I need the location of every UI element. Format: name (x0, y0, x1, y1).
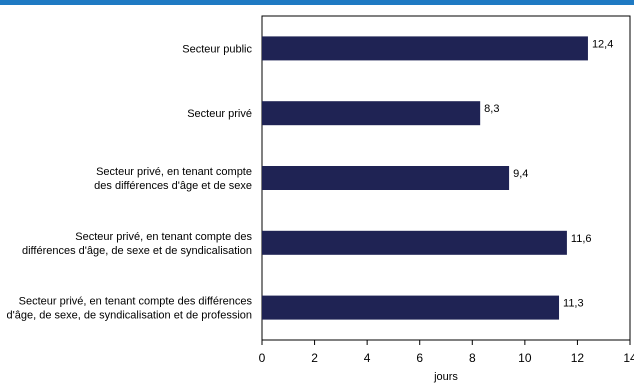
category-label-4-line-2: différences d'âge, de sexe et de syndica… (22, 245, 252, 257)
bar-5 (262, 295, 560, 320)
category-label-5-line-1: Secteur privé, en tenant compte des diff… (19, 296, 253, 308)
value-label-5: 11,3 (563, 298, 584, 310)
x-tick-label-3: 6 (416, 351, 423, 365)
category-labels-group: Secteur public Secteur privé Secteur privé… (7, 43, 253, 321)
x-tick-label-6: 12 (571, 351, 585, 365)
category-label-3-line-2: des différences d'âge et de sexe (94, 180, 252, 192)
category-label-2-line-1: Secteur privé (187, 108, 252, 120)
category-label-4: Secteur privé, en tenant compte des diffé… (22, 231, 252, 257)
value-label-2: 8,3 (484, 103, 499, 115)
category-label-3-line-1: Secteur privé, en tenant compte (96, 166, 252, 178)
value-label-1: 12,4 (592, 38, 613, 50)
x-tick-label-0: 0 (259, 351, 266, 365)
x-tick-label-2: 4 (364, 351, 371, 365)
bars-group (262, 36, 588, 320)
category-label-1-line-1: Secteur public (182, 43, 252, 55)
x-tick-label-4: 8 (469, 351, 476, 365)
x-tick-label-1: 2 (311, 351, 318, 365)
category-label-2: Secteur privé (187, 108, 252, 120)
category-label-4-line-1: Secteur privé, en tenant compte des (75, 231, 252, 243)
value-label-4: 11,6 (571, 233, 592, 245)
category-label-5-line-2: d'âge, de sexe, de syndicalisation et de… (7, 310, 252, 322)
bar-4 (262, 230, 567, 255)
top-rule (0, 0, 634, 5)
category-label-5: Secteur privé, en tenant compte des diff… (7, 296, 253, 322)
bar-3 (262, 166, 510, 190)
x-tick-label-7: 14 (623, 351, 634, 365)
x-tick-label-5: 10 (518, 351, 532, 365)
category-label-1: Secteur public (182, 43, 252, 55)
category-label-3: Secteur privé, en tenant compte des diffé… (94, 166, 252, 192)
value-labels-group: 12,4 8,3 9,4 11,6 11,3 (484, 38, 613, 309)
bar-2 (262, 101, 481, 126)
x-axis-ticks-group: 0 2 4 6 8 10 12 14 (259, 340, 634, 365)
x-axis-title: jours (433, 371, 458, 383)
value-label-3: 9,4 (513, 168, 528, 180)
bar-1 (262, 36, 588, 61)
